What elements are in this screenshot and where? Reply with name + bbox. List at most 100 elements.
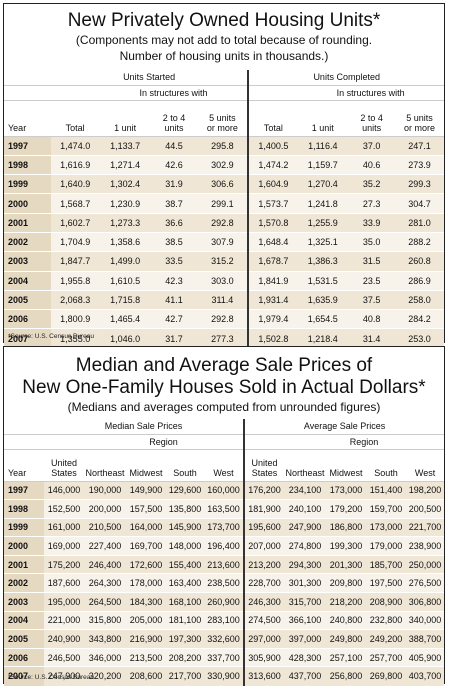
table-cell: 216,900 (126, 629, 166, 649)
table-cell: 1,116.4 (297, 135, 349, 156)
table-row: 2000 169,000 227,400 169,700 148,000 196,400 2… (4, 536, 445, 556)
table-cell: 1,602.7 (50, 212, 100, 233)
table-cell: 218,200 (326, 592, 367, 612)
col-median-mw: Midwest (126, 449, 166, 482)
table-cell: 181,900 (243, 499, 285, 519)
table-cell: 1,230.9 (99, 193, 151, 214)
table-row: 1997 146,000 190,000 149,900 129,600 160,000 1… (4, 480, 445, 500)
table-cell: 249,800 (326, 629, 367, 649)
table-cell: 179,000 (366, 536, 407, 556)
table-cell: 1,531.5 (297, 270, 349, 291)
sale-prices-title-block: Median and Average Sale Prices of New On… (4, 347, 444, 419)
table-cell: 246,400 (84, 554, 126, 574)
row-year: 2004 (4, 610, 44, 630)
housing-units-body: 1997 1,474.0 1,133.7 44.5 295.8 1,400.5 1,116.… (4, 135, 444, 349)
table-cell: 44.5 (150, 135, 198, 156)
col-median-s: South (166, 449, 204, 482)
sale-prices-title-1: Median and Average Sale Prices of (75, 355, 373, 376)
table-cell: 228,700 (243, 573, 285, 593)
table-cell: 1,255.9 (297, 212, 349, 233)
table-cell: 1,400.5 (247, 135, 298, 156)
table-cell: 213,200 (243, 554, 285, 574)
table-cell: 178,000 (126, 573, 166, 593)
table-row: 2001 175,200 246,400 172,600 155,400 213,600 2… (4, 554, 445, 574)
table-cell: 1,704.9 (50, 231, 100, 252)
table-cell: 257,100 (326, 647, 367, 667)
table-cell: 306.6 (197, 174, 249, 194)
table-cell: 1,355.0 (50, 328, 100, 349)
table-cell: 253.0 (395, 328, 444, 349)
table-row: 1998 1,616.9 1,271.4 42.6 302.9 1,474.2 1,159.… (4, 154, 444, 175)
table-cell: 304.7 (395, 193, 444, 214)
table-cell: 185,700 (366, 554, 407, 574)
col-completed-5plus: 5 units or more (395, 100, 444, 137)
table-row: 2003 1,847.7 1,499.0 33.5 315.2 1,678.7 1,386.… (4, 251, 444, 272)
table-cell: 148,000 (166, 536, 204, 556)
table-cell: 31.7 (150, 328, 198, 349)
table-cell: 1,218.4 (297, 328, 349, 349)
table-cell: 37.5 (348, 289, 396, 310)
col-average-w: West (406, 449, 445, 482)
row-year: 2004 (4, 270, 51, 291)
row-year: 1997 (4, 480, 44, 500)
row-year: 2002 (4, 573, 44, 593)
col-started-total: Total (50, 100, 100, 137)
table-row: 2004 1,955.8 1,610.5 42.3 303.0 1,841.9 1,531.… (4, 270, 444, 291)
table-cell: 1,568.7 (50, 193, 100, 214)
table-cell: 38.7 (150, 193, 198, 214)
sale-prices-body: 1997 146,000 190,000 149,900 129,600 160,000 1… (4, 480, 445, 686)
table-cell: 197,500 (366, 573, 407, 593)
table-cell: 207,000 (243, 536, 285, 556)
table-cell: 1,465.4 (99, 309, 151, 329)
table-row: 2002 1,704.9 1,358.6 38.5 307.9 1,648.4 1,325.… (4, 231, 444, 252)
table-cell: 292.8 (197, 309, 249, 329)
table-cell: 330,900 (204, 666, 245, 686)
table-cell: 2,068.3 (50, 289, 100, 310)
table-row: 2005 2,068.3 1,715.8 41.1 311.4 1,931.4 1,635.… (4, 289, 444, 310)
table-cell: 37.0 (348, 135, 396, 156)
table-cell: 36.6 (150, 212, 198, 233)
col-average-mw: Midwest (326, 449, 367, 482)
housing-units-subtitle-1: (Components may not add to total because… (75, 33, 373, 47)
table-cell: 320,200 (84, 666, 126, 686)
table-cell: 40.6 (348, 154, 396, 175)
table-cell: 264,500 (84, 592, 126, 612)
table-cell: 1,573.7 (247, 193, 298, 214)
table-cell: 397,000 (284, 629, 327, 649)
row-year: 2005 (4, 289, 51, 310)
table-cell: 1,654.5 (297, 309, 349, 329)
table-cell: 240,900 (44, 629, 84, 649)
table-cell: 240,800 (326, 610, 367, 630)
row-year: 2007 (4, 328, 51, 349)
table-cell: 196,400 (204, 536, 245, 556)
table-cell: 176,200 (243, 480, 285, 500)
table-cell: 1,474.0 (50, 135, 100, 156)
table-cell: 299.3 (395, 174, 444, 194)
table-cell: 256,800 (326, 666, 367, 686)
table-cell: 27.3 (348, 193, 396, 214)
table-cell: 213,600 (204, 554, 245, 574)
col-average-s: South (366, 449, 407, 482)
table-cell: 1,847.7 (50, 251, 100, 272)
table-row: 2007 1,355.0 1,046.0 31.7 277.3 1,502.8 1,218.… (4, 328, 444, 349)
table-row: 1999 161,000 210,500 164,000 145,900 173,700 1… (4, 517, 445, 537)
col-started-5plus: 5 units or more (197, 100, 249, 137)
row-year: 1998 (4, 154, 51, 175)
housing-units-subtitle-2: Number of housing units in thousands.) (119, 49, 329, 63)
table-cell: 200,500 (406, 499, 445, 519)
table-cell: 208,900 (366, 592, 407, 612)
table-cell: 247,900 (284, 517, 327, 537)
table-cell: 172,600 (126, 554, 166, 574)
table-cell: 1,570.8 (247, 212, 298, 233)
median-prices-header: Median Sale Prices (44, 419, 245, 435)
table-cell: 297,000 (243, 629, 285, 649)
table-cell: 246,500 (44, 647, 84, 667)
table-cell: 169,700 (126, 536, 166, 556)
row-year: 2000 (4, 193, 51, 214)
table-cell: 276,500 (406, 573, 445, 593)
row-year: 2000 (4, 536, 44, 556)
table-cell: 1,502.8 (247, 328, 298, 349)
housing-units-source: *Source: U.S. Census Bureau (8, 333, 94, 340)
table-cell: 145,900 (166, 517, 204, 537)
table-cell: 129,600 (166, 480, 204, 500)
